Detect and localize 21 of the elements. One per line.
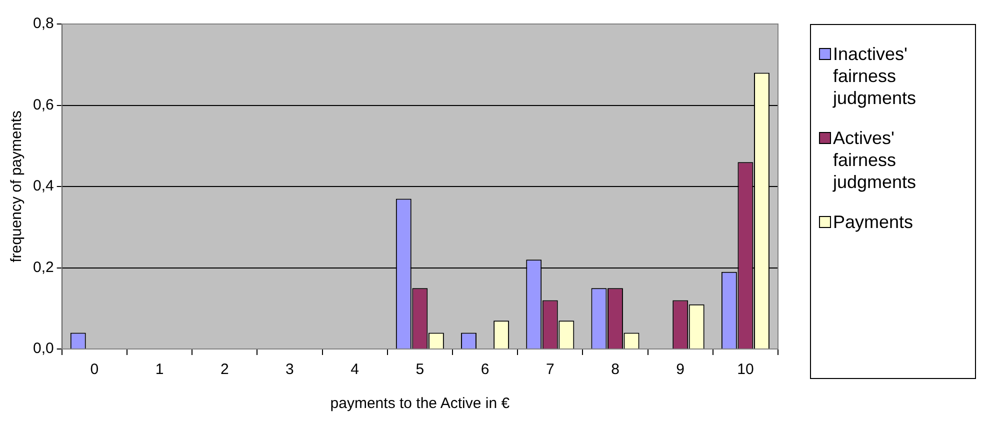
x-tick-label: 8 [611, 361, 620, 378]
x-axis-title: payments to the Active in € [330, 395, 510, 412]
y-tick-label: 0,4 [32, 178, 54, 195]
x-tick-label: 6 [480, 361, 490, 378]
x-tick-label: 3 [286, 361, 294, 378]
x-tick-label: 4 [350, 361, 359, 378]
y-axis-title: frequency of payments [8, 110, 26, 262]
x-tick-label: 10 [737, 361, 754, 378]
y-tick-label: 0,2 [32, 258, 54, 276]
x-tick-label: 1 [155, 361, 164, 378]
y-tick-label: 0,0 [32, 340, 54, 358]
y-tick-label: 0,6 [32, 96, 54, 114]
x-tick-label: 7 [546, 361, 554, 378]
legend-label: Actives' fairness judgments [833, 127, 918, 193]
legend-label: Payments [833, 211, 914, 233]
y-tick-label: 0,8 [32, 15, 54, 32]
x-tick-label: 9 [676, 361, 685, 378]
legend-label: Inactives' fairness judgments [833, 43, 918, 109]
x-tick-label: 0 [90, 361, 99, 378]
x-tick-label: 5 [416, 361, 424, 378]
x-tick-label: 2 [220, 361, 229, 378]
